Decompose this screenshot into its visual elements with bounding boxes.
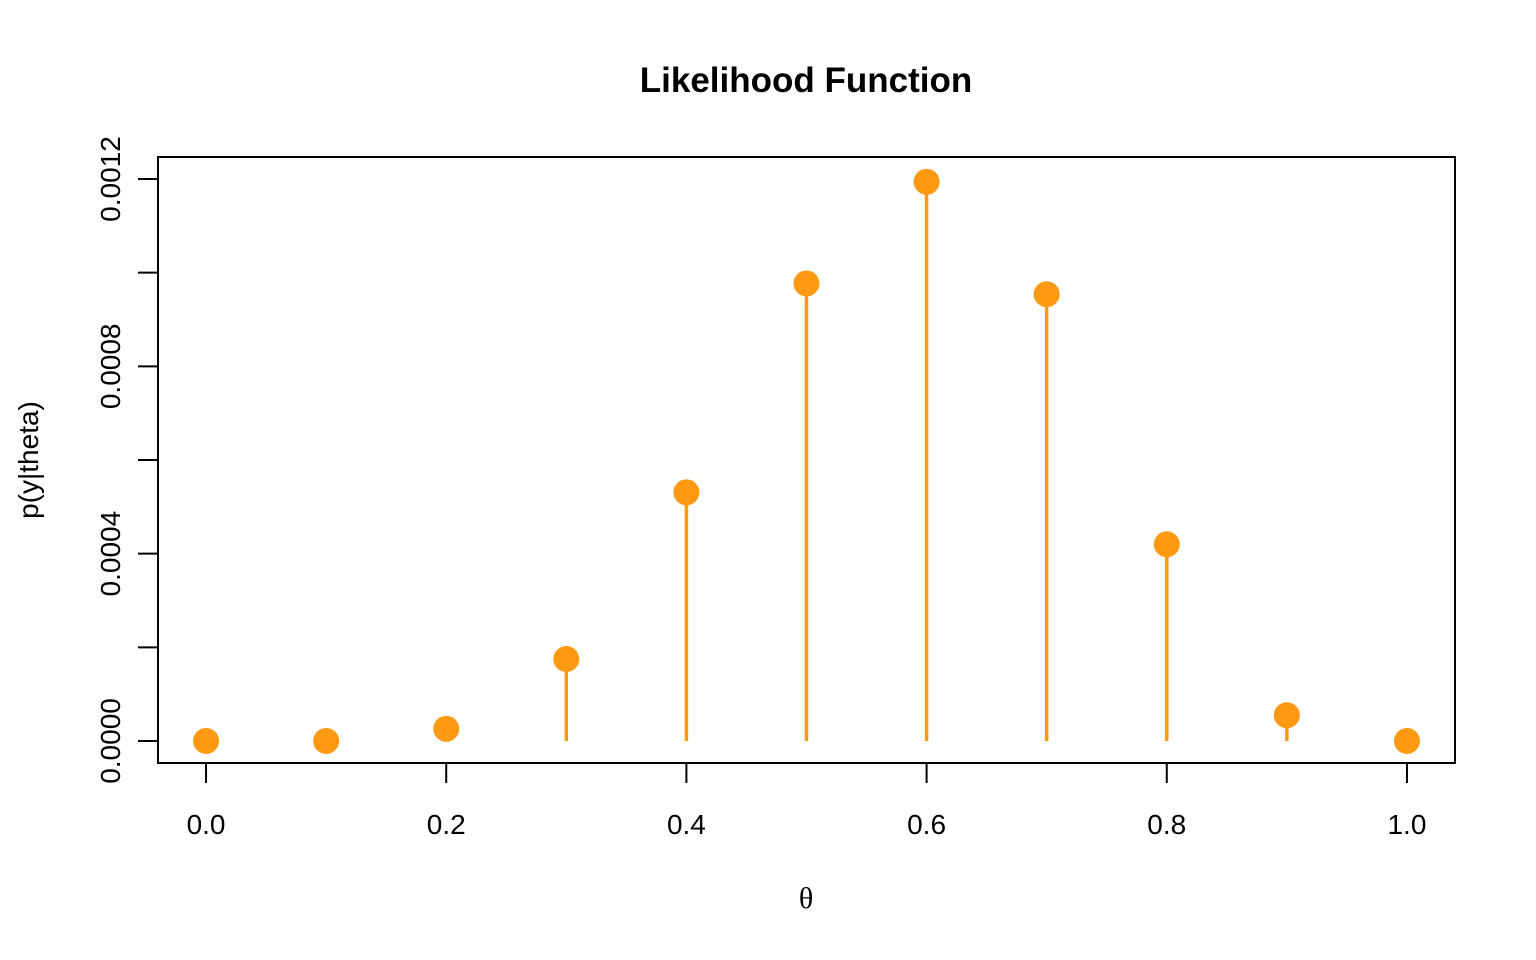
x-tick-label: 0.6 (907, 809, 946, 840)
x-tick-label: 0.2 (427, 809, 466, 840)
data-point (313, 727, 340, 754)
y-tick-label: 0.0008 (95, 324, 126, 410)
y-tick-label: 0.0000 (95, 698, 126, 784)
data-points (193, 168, 1420, 754)
x-axis-label: θ (799, 882, 813, 915)
data-point (1273, 702, 1300, 729)
chart-title: Likelihood Function (640, 61, 972, 100)
y-axis-label: p(y|theta) (13, 401, 44, 519)
stem-lines (444, 181, 1289, 741)
data-point (793, 270, 820, 297)
data-point (433, 715, 460, 742)
data-point (913, 168, 940, 195)
data-point (1153, 531, 1180, 558)
data-point (193, 727, 220, 754)
data-point (1033, 281, 1060, 308)
x-axis: 0.0 0.2 0.4 0.6 0.8 1.0 (187, 762, 1426, 840)
x-tick-label: 0.4 (667, 809, 706, 840)
x-tick-label: 0.0 (187, 809, 226, 840)
x-tick-label: 1.0 (1387, 809, 1426, 840)
x-tick-label: 0.8 (1147, 809, 1186, 840)
data-point (1393, 727, 1420, 754)
y-axis: 0.0000 0.0004 0.0008 0.0012 (95, 136, 159, 784)
y-tick-label: 0.0004 (95, 511, 126, 597)
y-tick-label: 0.0012 (95, 136, 126, 222)
data-point (673, 479, 700, 506)
data-point (553, 646, 580, 673)
